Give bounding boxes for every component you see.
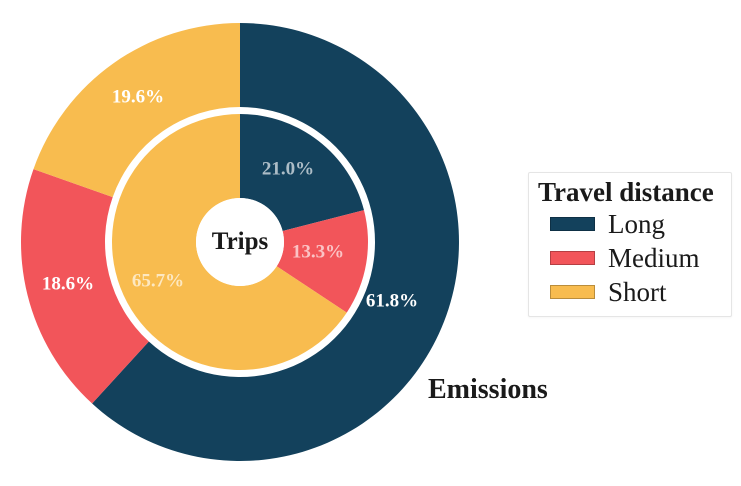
svg-text:61.8%: 61.8% — [366, 290, 418, 311]
svg-text:13.3%: 13.3% — [292, 241, 344, 262]
svg-text:65.7%: 65.7% — [132, 270, 184, 291]
svg-text:18.6%: 18.6% — [42, 273, 94, 294]
svg-text:19.6%: 19.6% — [112, 86, 164, 107]
svg-text:21.0%: 21.0% — [262, 158, 314, 179]
